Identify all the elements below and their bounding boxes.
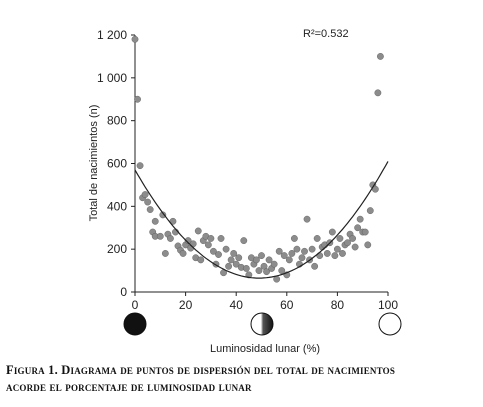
data-point <box>184 237 192 245</box>
data-point <box>270 260 278 268</box>
x-axis-title: Luminosidad lunar (%) <box>210 343 320 355</box>
data-point <box>333 245 341 253</box>
data-point <box>349 235 356 242</box>
data-point <box>288 250 296 257</box>
data-point <box>179 250 187 257</box>
data-point <box>298 254 306 262</box>
data-points <box>131 35 384 283</box>
data-point <box>253 256 260 264</box>
data-point <box>225 262 233 270</box>
data-point <box>331 252 339 259</box>
y-tick-label: 1 000 <box>97 71 127 85</box>
data-point <box>364 241 372 249</box>
new-moon-icon <box>123 312 147 336</box>
data-point <box>232 260 240 268</box>
full-moon-icon <box>378 312 402 336</box>
data-point <box>263 268 270 276</box>
x-tick-label: 0 <box>132 298 139 312</box>
x-ticks: 0 20 40 60 80 100 <box>132 292 398 312</box>
data-point <box>144 198 152 206</box>
data-point <box>313 235 321 242</box>
x-tick-label: 40 <box>230 298 244 312</box>
data-point <box>134 95 141 103</box>
data-point <box>131 35 139 43</box>
data-point <box>141 191 149 198</box>
data-point <box>311 262 319 270</box>
data-point <box>339 250 346 257</box>
data-point <box>374 89 382 97</box>
x-tick-label: 80 <box>331 298 345 312</box>
data-point <box>210 247 217 255</box>
y-axis-title: Total de nacimientos (n) <box>88 105 100 222</box>
trendline <box>134 161 389 279</box>
y-tick-label: 600 <box>107 157 127 171</box>
data-point <box>242 265 250 272</box>
x-tick-label: 20 <box>179 298 193 312</box>
x-tick-label: 100 <box>378 298 398 312</box>
figure-caption: Figura 1. Diagrama de puntos de dispersi… <box>6 362 481 396</box>
data-point <box>308 245 316 253</box>
data-point <box>156 232 164 240</box>
data-point <box>265 256 273 264</box>
y-ticks: 0 200 400 600 800 1 000 1 200 <box>97 28 135 299</box>
y-tick-label: 1 200 <box>97 28 127 42</box>
data-point <box>136 162 144 170</box>
data-point <box>354 224 362 232</box>
data-point <box>278 267 286 274</box>
data-point <box>207 235 215 242</box>
caption-line-1: Figura 1. Diagrama de puntos de dispersi… <box>6 363 396 377</box>
data-point <box>336 235 344 242</box>
data-point <box>290 235 298 242</box>
y-tick-label: 400 <box>107 199 127 213</box>
data-point <box>197 256 205 264</box>
half-moon-icon <box>250 312 274 336</box>
data-point <box>303 215 311 223</box>
data-point <box>235 254 243 262</box>
data-point <box>316 252 324 259</box>
data-point <box>280 252 288 259</box>
r-squared-annotation: R²=0.532 <box>303 28 349 40</box>
data-point <box>217 235 225 242</box>
data-point <box>215 251 222 258</box>
data-point <box>227 256 235 264</box>
data-point <box>230 250 238 257</box>
data-point <box>275 247 283 255</box>
y-tick-label: 200 <box>107 242 127 256</box>
data-point <box>301 247 308 255</box>
data-point <box>146 206 154 213</box>
data-point <box>194 227 202 235</box>
data-point <box>285 256 293 264</box>
data-point <box>167 235 174 242</box>
data-point <box>159 211 167 219</box>
data-point <box>151 217 159 225</box>
data-point <box>222 245 230 253</box>
data-point <box>351 243 359 251</box>
data-point <box>323 250 331 257</box>
data-point <box>240 237 248 245</box>
y-tick-label: 0 <box>120 285 127 299</box>
data-point <box>204 241 212 249</box>
data-point <box>255 267 263 274</box>
data-point <box>245 271 253 279</box>
data-point <box>161 250 169 257</box>
data-point <box>258 252 265 259</box>
x-tick-label: 60 <box>280 298 294 312</box>
data-point <box>366 207 374 215</box>
y-tick-label: 800 <box>107 114 127 128</box>
data-point <box>356 215 364 223</box>
data-point <box>344 239 351 247</box>
moon-phase-icons <box>123 312 402 336</box>
caption-line-2: acorde el porcentaje de luminosidad luna… <box>6 380 252 394</box>
data-point <box>293 245 301 253</box>
data-point <box>377 53 384 60</box>
data-point <box>361 228 369 236</box>
data-point <box>328 228 336 236</box>
